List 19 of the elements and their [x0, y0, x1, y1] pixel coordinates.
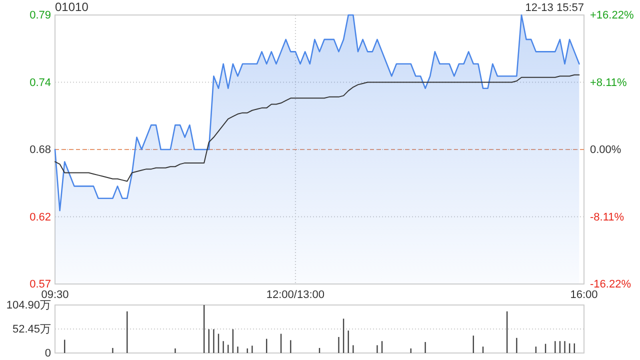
y-tick-label: 0.79 [30, 10, 51, 22]
y-tick-label: 104.90万 [6, 300, 51, 312]
y2-tick-label: +8.11% [590, 76, 628, 89]
chart-title: 01010 [55, 0, 89, 14]
x-tick-label: 16:00 [570, 288, 598, 301]
y-tick-label: 52.45万 [12, 324, 51, 336]
y-tick-label: 0.74 [30, 76, 51, 89]
line-series [54, 74, 580, 182]
x-tick-label: 12:00/13:00 [266, 288, 325, 301]
y2-tick-label: -8.11% [590, 211, 624, 224]
y2-tick-label: -16.22% [590, 278, 632, 291]
y-tick-label: 0 [44, 348, 51, 360]
y2-tick-label: 0.00% [590, 144, 622, 156]
y-tick-label: 0.68 [30, 144, 51, 156]
y-tick-label: 0.62 [30, 211, 51, 224]
y2-tick-label: +16.22% [590, 10, 634, 22]
chart-subtitle: 12-13 15:57 [525, 2, 584, 14]
y-tick-label: 0.57 [30, 278, 51, 291]
x-tick-label: 09:30 [41, 288, 69, 301]
